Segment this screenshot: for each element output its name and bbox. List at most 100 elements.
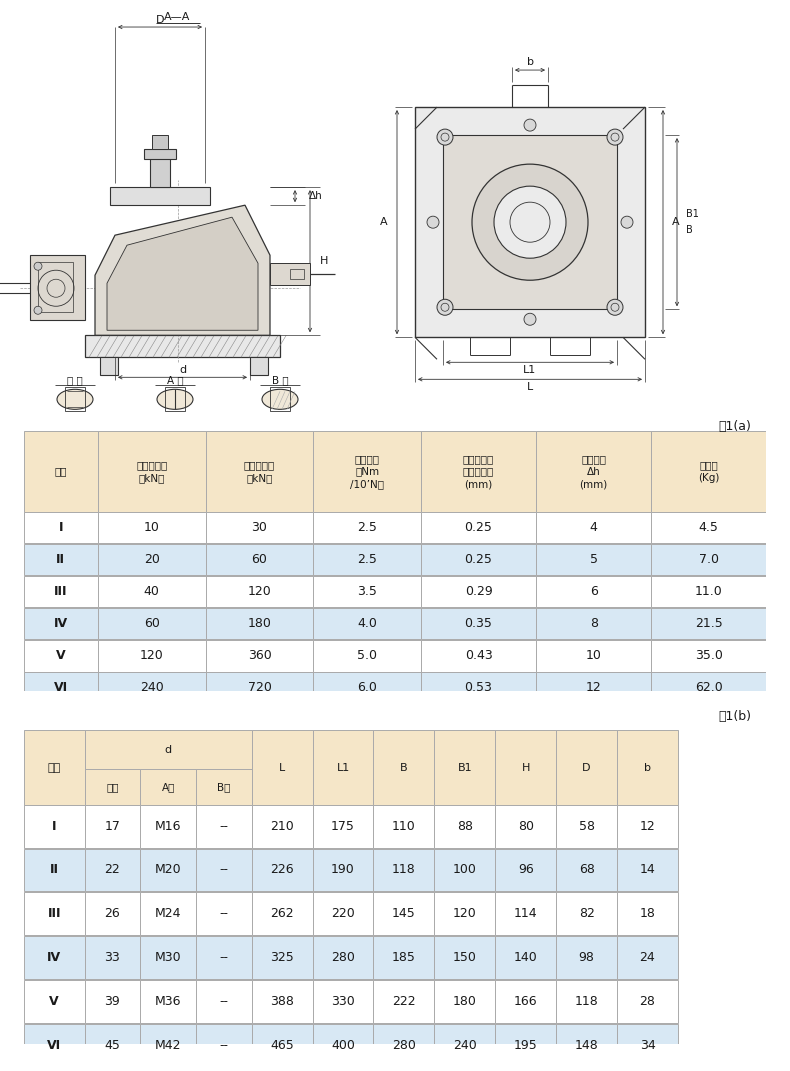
Text: 规格: 规格 xyxy=(47,763,61,772)
Text: 180: 180 xyxy=(247,617,272,631)
Text: 0.25: 0.25 xyxy=(465,553,492,567)
Bar xyxy=(30,255,85,320)
Text: 0.25: 0.25 xyxy=(465,522,492,534)
Bar xyxy=(165,388,185,411)
Bar xyxy=(313,936,374,979)
Bar xyxy=(536,544,651,575)
Text: 148: 148 xyxy=(574,1039,599,1052)
Bar xyxy=(141,804,196,847)
Text: 21.5: 21.5 xyxy=(695,617,723,631)
Text: H: H xyxy=(320,256,329,267)
Text: 规格: 规格 xyxy=(55,467,67,477)
Text: H: H xyxy=(521,763,530,772)
Bar xyxy=(152,135,168,149)
Text: 45: 45 xyxy=(104,1039,120,1052)
Text: 39: 39 xyxy=(104,995,120,1008)
Bar xyxy=(495,804,556,847)
Text: V: V xyxy=(56,649,66,662)
Bar xyxy=(98,432,205,512)
Text: 280: 280 xyxy=(331,951,355,964)
Text: 166: 166 xyxy=(514,995,537,1008)
Bar xyxy=(617,980,678,1023)
Bar xyxy=(617,804,678,847)
Text: 5.0: 5.0 xyxy=(357,649,377,662)
Bar xyxy=(196,936,252,979)
Text: 17: 17 xyxy=(104,819,120,832)
Bar xyxy=(24,432,98,512)
Text: 240: 240 xyxy=(453,1039,476,1052)
Text: 140: 140 xyxy=(514,951,537,964)
Text: A型: A型 xyxy=(161,782,175,791)
Bar xyxy=(651,432,766,512)
Text: 6: 6 xyxy=(589,585,597,599)
Text: 基型: 基型 xyxy=(106,782,118,791)
Bar xyxy=(435,848,495,891)
Bar xyxy=(421,576,536,607)
Text: 0.29: 0.29 xyxy=(465,585,492,599)
Bar xyxy=(98,608,205,639)
Bar xyxy=(435,804,495,847)
Bar xyxy=(85,892,141,935)
Text: --: -- xyxy=(220,995,228,1008)
Text: 190: 190 xyxy=(331,863,355,876)
Bar xyxy=(250,358,268,375)
Bar xyxy=(252,1024,313,1067)
Circle shape xyxy=(472,164,588,281)
Bar xyxy=(415,107,645,337)
Text: 单位扭矩
（Nm
/10’N）: 单位扭矩 （Nm /10’N） xyxy=(350,454,384,489)
Text: B: B xyxy=(400,763,408,772)
Bar xyxy=(144,149,176,160)
Text: M24: M24 xyxy=(155,907,182,920)
Text: 20: 20 xyxy=(144,553,160,567)
Bar xyxy=(617,936,678,979)
Text: 4: 4 xyxy=(589,522,597,534)
Text: B 型: B 型 xyxy=(272,375,288,386)
Text: 60: 60 xyxy=(251,553,267,567)
Text: 262: 262 xyxy=(270,907,294,920)
Text: B: B xyxy=(686,225,693,236)
Text: Δh: Δh xyxy=(309,191,323,201)
Bar xyxy=(290,269,304,280)
Text: IV: IV xyxy=(54,617,68,631)
Text: 18: 18 xyxy=(640,907,656,920)
Text: 120: 120 xyxy=(247,585,271,599)
Text: 58: 58 xyxy=(578,819,595,832)
Text: 226: 226 xyxy=(270,863,294,876)
Text: b: b xyxy=(644,763,651,772)
Text: 240: 240 xyxy=(140,681,164,694)
Bar xyxy=(495,980,556,1023)
Bar xyxy=(617,892,678,935)
Bar xyxy=(313,892,374,935)
Bar xyxy=(314,512,421,543)
Bar xyxy=(85,730,252,769)
Text: --: -- xyxy=(220,951,228,964)
Bar xyxy=(98,544,205,575)
Text: 额定载荷量
（kN）: 额定载荷量 （kN） xyxy=(136,461,167,483)
Bar xyxy=(617,730,678,804)
Bar xyxy=(24,608,98,639)
Bar xyxy=(536,640,651,672)
Bar xyxy=(252,730,313,804)
Bar xyxy=(196,1024,252,1067)
Bar xyxy=(205,544,314,575)
Text: 26: 26 xyxy=(104,907,120,920)
Bar xyxy=(313,848,374,891)
Text: 175: 175 xyxy=(331,819,355,832)
Bar xyxy=(556,1024,617,1067)
Bar xyxy=(196,892,252,935)
Text: 24: 24 xyxy=(640,951,656,964)
Bar xyxy=(24,936,85,979)
Bar xyxy=(651,576,766,607)
Bar xyxy=(252,848,313,891)
Bar xyxy=(421,673,536,704)
Circle shape xyxy=(524,119,536,131)
Bar xyxy=(110,187,210,206)
Bar xyxy=(421,432,536,512)
Bar xyxy=(314,608,421,639)
Text: M20: M20 xyxy=(155,863,182,876)
Circle shape xyxy=(494,186,566,258)
Bar xyxy=(435,892,495,935)
Bar xyxy=(252,804,313,847)
Bar xyxy=(141,769,196,804)
Text: 调节螺栓每
转调节高度
(mm): 调节螺栓每 转调节高度 (mm) xyxy=(463,454,495,489)
